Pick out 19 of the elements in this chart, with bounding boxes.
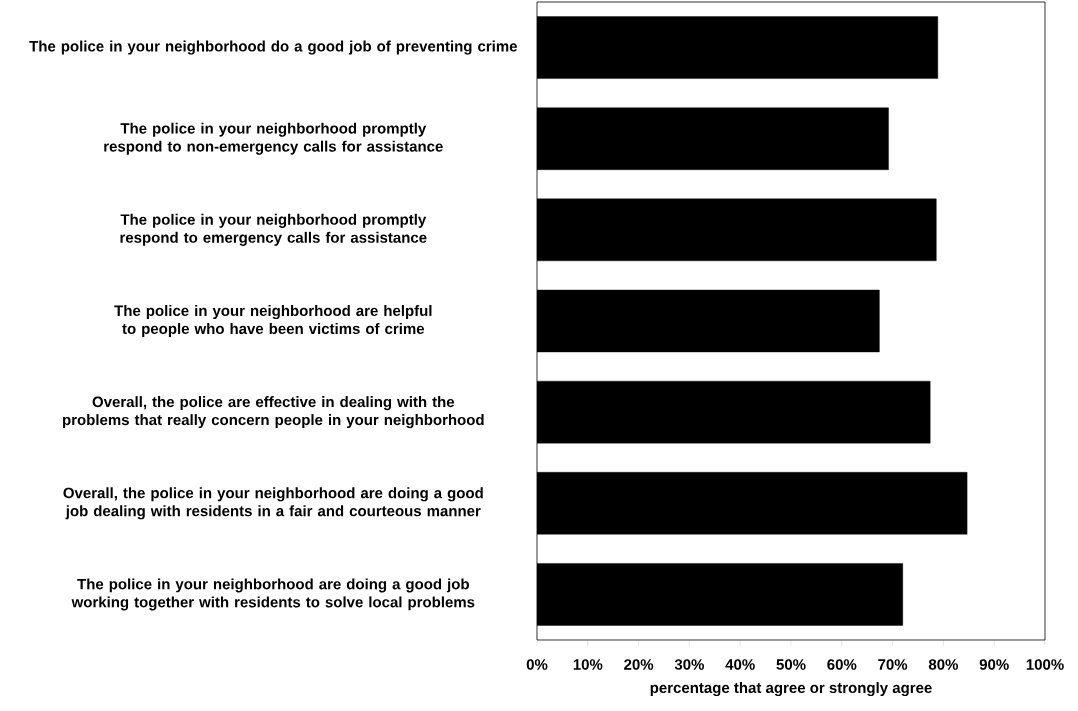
y-tick-label: The police in your neighborhood are doing a good job working together with residents to solve local problems (71, 578, 475, 611)
x-tick-label: 20% (624, 659, 654, 670)
x-tick-label: 50% (776, 659, 806, 670)
y-tick-label: Overall, the police are effective in dealing with the problems that really concern people in your neighborhood (63, 396, 484, 429)
y-tick-label: The police in your neighborhood are helpful to people who have been victims of crime (114, 305, 432, 337)
x-tick-label: 90% (979, 659, 1009, 670)
x-tick-label: 40% (725, 659, 755, 670)
y-tick-label: Overall, the police in your neighborhood are doing a good job dealing with residents in a fair and courteous manner (63, 487, 483, 520)
x-tick-label: 30% (674, 659, 705, 670)
y-tick-label: The police in your neighborhood promptly respond to non-emergency calls for assistance (104, 122, 443, 155)
x-axis-title: percentage that agree or strongly agree (650, 682, 932, 697)
x-tick-label: 80% (928, 659, 959, 670)
y-tick-label: The police in your neighborhood do a good job of preventing crime (29, 40, 517, 55)
y-tick-label: The police in your neighborhood promptly respond to emergency calls for assistance (120, 213, 427, 246)
x-tick-label: 0% (526, 659, 548, 670)
x-tick-label: 100% (1026, 659, 1064, 670)
x-tick-label: 60% (827, 659, 857, 670)
x-tick-label: 70% (878, 659, 908, 670)
x-tick-label: 10% (573, 659, 603, 670)
